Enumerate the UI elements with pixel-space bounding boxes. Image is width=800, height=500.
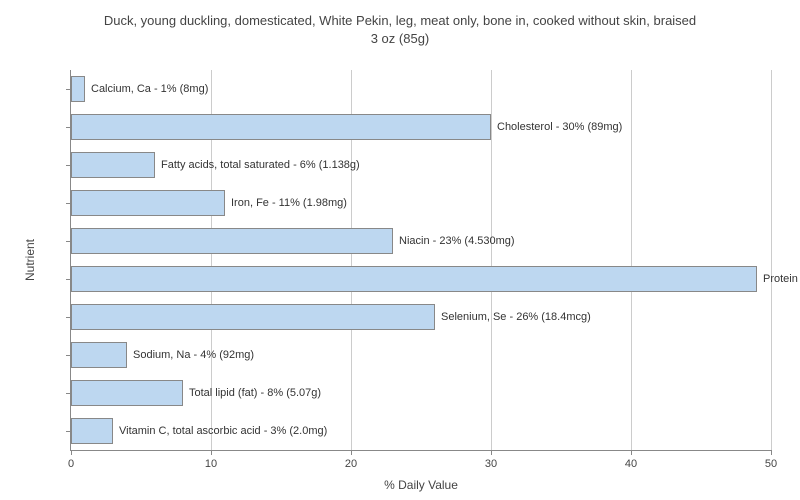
nutrient-bar-label: Vitamin C, total ascorbic acid - 3% (2.0… [113, 418, 327, 444]
y-tick [66, 355, 71, 356]
x-tick [351, 450, 352, 455]
gridline [771, 70, 772, 450]
nutrient-chart: Duck, young duckling, domesticated, Whit… [0, 0, 800, 500]
chart-title: Duck, young duckling, domesticated, Whit… [0, 0, 800, 47]
x-tick-label: 50 [765, 458, 777, 470]
nutrient-bar-label: Selenium, Se - 26% (18.4mcg) [435, 304, 591, 330]
nutrient-bar-label: Cholesterol - 30% (89mg) [491, 114, 622, 140]
nutrient-bar [71, 228, 393, 254]
x-tick-label: 0 [68, 458, 74, 470]
x-tick [211, 450, 212, 455]
gridline [631, 70, 632, 450]
y-axis-label: Nutrient [23, 239, 37, 281]
nutrient-bar-label: Iron, Fe - 11% (1.98mg) [225, 190, 347, 216]
x-tick [491, 450, 492, 455]
nutrient-bar-label: Niacin - 23% (4.530mg) [393, 228, 515, 254]
y-tick [66, 317, 71, 318]
nutrient-bar-label: Protein - 49% (24.74g) [757, 266, 800, 292]
y-tick [66, 165, 71, 166]
y-tick [66, 127, 71, 128]
y-tick [66, 241, 71, 242]
nutrient-bar [71, 76, 85, 102]
nutrient-bar [71, 380, 183, 406]
x-tick-label: 40 [625, 458, 637, 470]
nutrient-bar-label: Total lipid (fat) - 8% (5.07g) [183, 380, 321, 406]
nutrient-bar-label: Fatty acids, total saturated - 6% (1.138… [155, 152, 360, 178]
nutrient-bar [71, 152, 155, 178]
y-tick [66, 89, 71, 90]
x-tick [771, 450, 772, 455]
y-tick [66, 203, 71, 204]
nutrient-bar [71, 342, 127, 368]
nutrient-bar-label: Sodium, Na - 4% (92mg) [127, 342, 254, 368]
x-tick [631, 450, 632, 455]
nutrient-bar [71, 418, 113, 444]
nutrient-bar [71, 304, 435, 330]
y-tick [66, 431, 71, 432]
x-axis-label: % Daily Value [384, 478, 458, 492]
x-tick-label: 20 [345, 458, 357, 470]
nutrient-bar-label: Calcium, Ca - 1% (8mg) [85, 76, 208, 102]
nutrient-bar [71, 190, 225, 216]
y-tick [66, 279, 71, 280]
y-tick [66, 393, 71, 394]
x-tick [71, 450, 72, 455]
nutrient-bar [71, 114, 491, 140]
nutrient-bar [71, 266, 757, 292]
title-line-1: Duck, young duckling, domesticated, Whit… [104, 13, 696, 28]
x-tick-label: 30 [485, 458, 497, 470]
title-line-2: 3 oz (85g) [371, 31, 430, 46]
x-tick-label: 10 [205, 458, 217, 470]
plot-area: % Daily Value 01020304050Calcium, Ca - 1… [70, 70, 771, 451]
